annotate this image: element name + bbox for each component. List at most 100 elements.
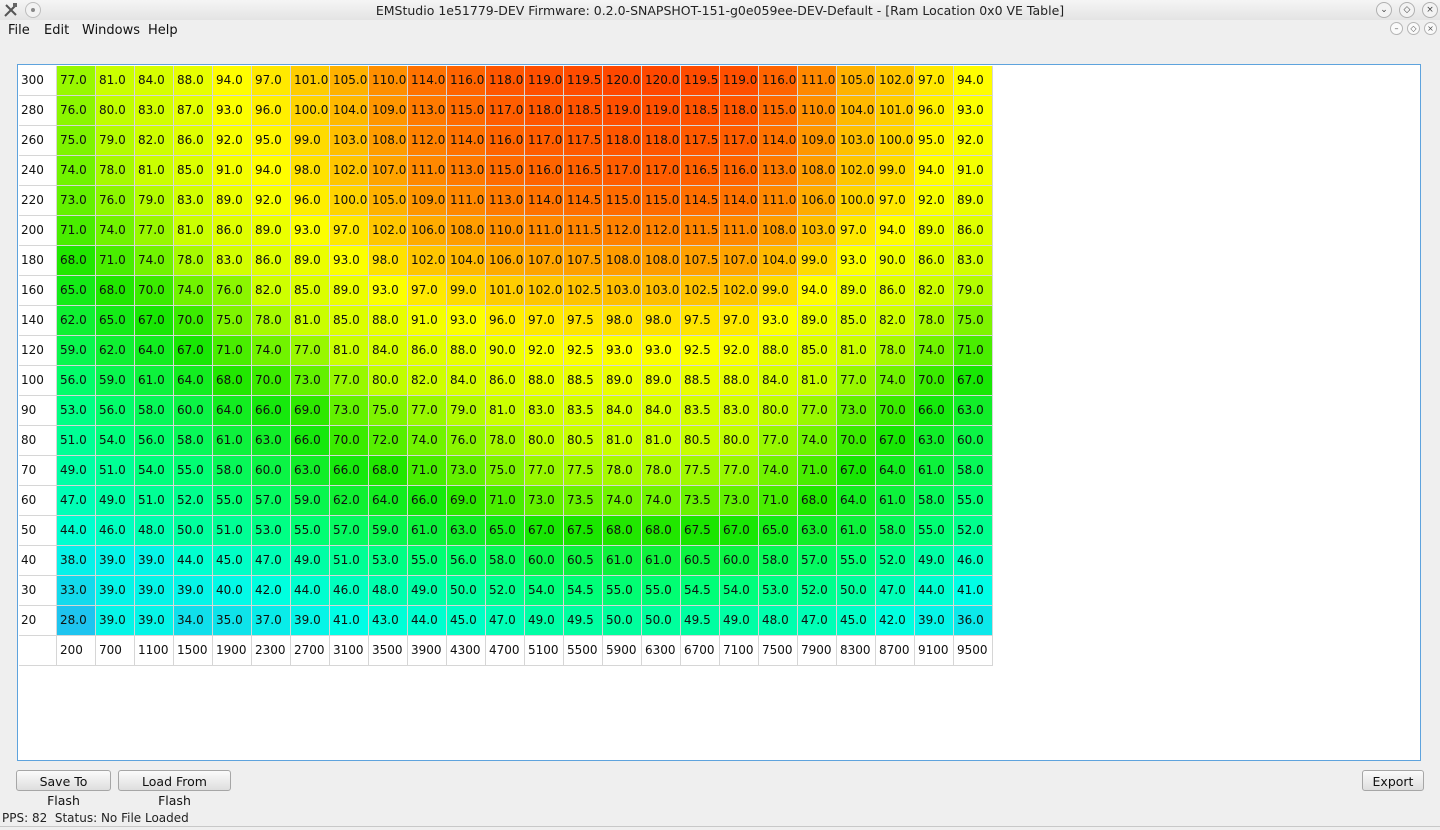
table-cell[interactable]: 73.0 (837, 396, 876, 426)
table-cell[interactable]: 61.0 (408, 516, 447, 546)
table-cell[interactable]: 113.0 (447, 156, 486, 186)
table-cell[interactable]: 67.5 (681, 516, 720, 546)
table-cell[interactable]: 96.0 (486, 306, 525, 336)
table-cell[interactable]: 97.0 (408, 276, 447, 306)
table-cell[interactable]: 94.0 (876, 216, 915, 246)
table-cell[interactable]: 81.0 (96, 66, 135, 96)
table-cell[interactable]: 109.0 (369, 96, 408, 126)
table-cell[interactable]: 69.0 (447, 486, 486, 516)
menu-file[interactable]: File (8, 23, 30, 38)
table-cell[interactable]: 49.0 (915, 546, 954, 576)
table-cell[interactable]: 97.0 (720, 306, 759, 336)
table-cell[interactable]: 78.0 (642, 456, 681, 486)
table-cell[interactable]: 80.0 (720, 426, 759, 456)
table-cell[interactable]: 53.0 (759, 576, 798, 606)
table-cell[interactable]: 34.0 (174, 606, 213, 636)
table-cell[interactable]: 59.0 (369, 516, 408, 546)
table-cell[interactable]: 71.0 (57, 216, 96, 246)
table-cell[interactable]: 58.0 (954, 456, 993, 486)
table-cell[interactable]: 70.0 (330, 426, 369, 456)
table-cell[interactable]: 108.0 (798, 156, 837, 186)
table-cell[interactable]: 81.0 (174, 216, 213, 246)
load-from-flash-button[interactable]: Load From Flash (118, 770, 231, 808)
table-cell[interactable]: 81.0 (330, 336, 369, 366)
table-cell[interactable]: 91.0 (408, 306, 447, 336)
table-cell[interactable]: 87.0 (174, 96, 213, 126)
table-cell[interactable]: 42.0 (252, 576, 291, 606)
table-cell[interactable]: 94.0 (213, 66, 252, 96)
table-cell[interactable]: 64.0 (876, 456, 915, 486)
table-cell[interactable]: 116.5 (681, 156, 720, 186)
table-cell[interactable]: 119.5 (681, 66, 720, 96)
table-cell[interactable]: 111.0 (798, 66, 837, 96)
table-cell[interactable]: 67.0 (954, 366, 993, 396)
table-cell[interactable]: 74.0 (603, 486, 642, 516)
table-cell[interactable]: 86.0 (915, 246, 954, 276)
table-cell[interactable]: 77.0 (720, 456, 759, 486)
table-cell[interactable]: 83.0 (525, 396, 564, 426)
table-cell[interactable]: 49.0 (408, 576, 447, 606)
table-cell[interactable]: 52.0 (798, 576, 837, 606)
table-cell[interactable]: 39.0 (135, 606, 174, 636)
table-cell[interactable]: 83.0 (213, 246, 252, 276)
table-cell[interactable]: 39.0 (96, 606, 135, 636)
table-cell[interactable]: 80.0 (759, 396, 798, 426)
table-cell[interactable]: 77.0 (135, 216, 174, 246)
table-cell[interactable]: 51.0 (330, 546, 369, 576)
table-cell[interactable]: 66.0 (330, 456, 369, 486)
table-cell[interactable]: 89.0 (837, 276, 876, 306)
table-cell[interactable]: 54.0 (96, 426, 135, 456)
table-cell[interactable]: 111.0 (525, 216, 564, 246)
table-cell[interactable]: 81.0 (837, 336, 876, 366)
table-cell[interactable]: 94.0 (954, 66, 993, 96)
table-cell[interactable]: 46.0 (954, 546, 993, 576)
table-cell[interactable]: 51.0 (57, 426, 96, 456)
table-cell[interactable]: 64.0 (174, 366, 213, 396)
table-cell[interactable]: 98.0 (603, 306, 642, 336)
table-cell[interactable]: 80.5 (681, 426, 720, 456)
table-cell[interactable]: 103.0 (642, 276, 681, 306)
table-cell[interactable]: 58.0 (135, 396, 174, 426)
table-cell[interactable]: 115.0 (603, 186, 642, 216)
table-cell[interactable]: 60.0 (720, 546, 759, 576)
table-cell[interactable]: 104.0 (447, 246, 486, 276)
mdi-close-button[interactable]: × (1424, 22, 1437, 35)
table-cell[interactable]: 93.0 (603, 336, 642, 366)
table-cell[interactable]: 89.0 (291, 246, 330, 276)
app-tools-icon[interactable] (3, 2, 19, 18)
table-cell[interactable]: 71.0 (213, 336, 252, 366)
table-cell[interactable]: 92.5 (681, 336, 720, 366)
table-cell[interactable]: 93.0 (213, 96, 252, 126)
table-cell[interactable]: 97.0 (330, 216, 369, 246)
table-cell[interactable]: 44.0 (408, 606, 447, 636)
table-cell[interactable]: 55.0 (213, 486, 252, 516)
table-cell[interactable]: 89.0 (330, 276, 369, 306)
table-cell[interactable]: 52.0 (486, 576, 525, 606)
table-cell[interactable]: 120.0 (642, 66, 681, 96)
table-cell[interactable]: 85.0 (291, 276, 330, 306)
table-cell[interactable]: 95.0 (915, 126, 954, 156)
table-cell[interactable]: 59.0 (291, 486, 330, 516)
table-cell[interactable]: 80.0 (525, 426, 564, 456)
table-cell[interactable]: 67.5 (564, 516, 603, 546)
table-cell[interactable]: 56.0 (57, 366, 96, 396)
table-cell[interactable]: 102.0 (408, 246, 447, 276)
table-cell[interactable]: 54.0 (525, 576, 564, 606)
table-cell[interactable]: 94.0 (798, 276, 837, 306)
table-cell[interactable]: 95.0 (252, 126, 291, 156)
table-cell[interactable]: 119.0 (720, 66, 759, 96)
table-cell[interactable]: 62.0 (330, 486, 369, 516)
table-cell[interactable]: 84.0 (369, 336, 408, 366)
table-cell[interactable]: 118.0 (603, 126, 642, 156)
table-cell[interactable]: 65.0 (759, 516, 798, 546)
table-cell[interactable]: 47.0 (57, 486, 96, 516)
table-cell[interactable]: 61.0 (603, 546, 642, 576)
mdi-minimize-button[interactable]: – (1390, 22, 1403, 35)
table-cell[interactable]: 77.5 (564, 456, 603, 486)
table-cell[interactable]: 113.0 (759, 156, 798, 186)
table-cell[interactable]: 71.0 (96, 246, 135, 276)
table-cell[interactable]: 58.0 (915, 486, 954, 516)
table-cell[interactable]: 68.0 (57, 246, 96, 276)
table-cell[interactable]: 84.0 (759, 366, 798, 396)
table-cell[interactable]: 117.5 (681, 126, 720, 156)
